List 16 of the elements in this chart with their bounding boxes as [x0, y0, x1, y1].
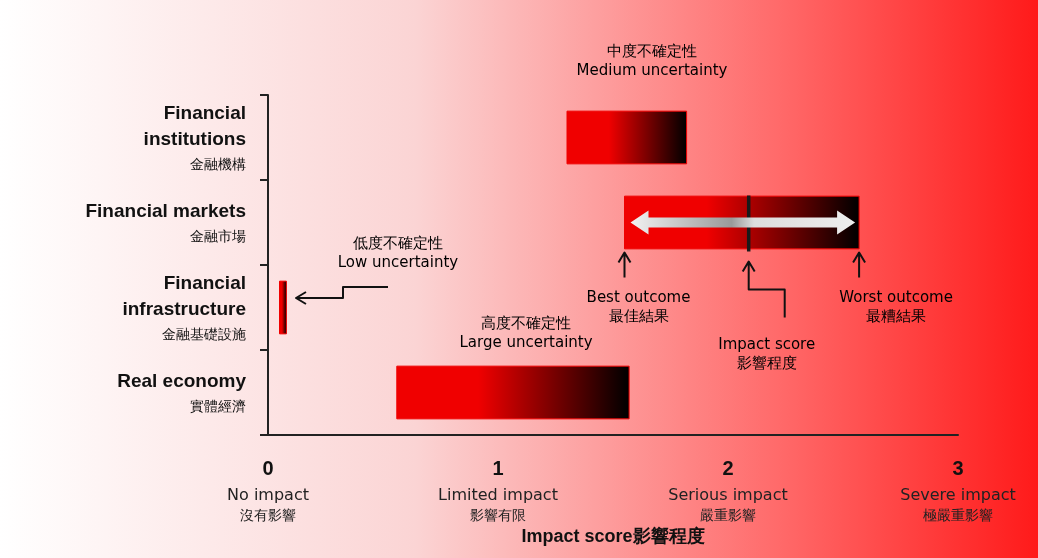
- x-tick-label: 2 Serious impact 嚴重影響: [668, 457, 788, 523]
- y-tick-label: Real economy 實體經濟: [117, 370, 247, 414]
- y-tick-label: Financial infrastructure 金融基礎設施: [122, 272, 246, 342]
- x-axis-title: Impact score影響程度: [521, 526, 705, 546]
- bar: [566, 110, 688, 165]
- annotation: Impact score 影響程度: [718, 335, 816, 372]
- bar: [396, 365, 630, 420]
- x-tick-label: 0 No impact 沒有影響: [227, 457, 309, 523]
- x-tick-label: 1 Limited impact 影響有限: [438, 457, 558, 523]
- x-tick-label: 3 Severe impact 極嚴重影響: [900, 457, 1016, 523]
- y-tick-label: Financial markets 金融市場: [85, 200, 246, 244]
- y-tick-label: Financial institutions 金融機構: [143, 102, 246, 172]
- annotation: 低度不確定性 Low uncertainty: [337, 233, 459, 271]
- bar: [279, 280, 287, 335]
- text: 中度不確定性 Medium uncertainty: [576, 41, 728, 79]
- annotation: Worst outcome 最糟結果: [839, 288, 953, 325]
